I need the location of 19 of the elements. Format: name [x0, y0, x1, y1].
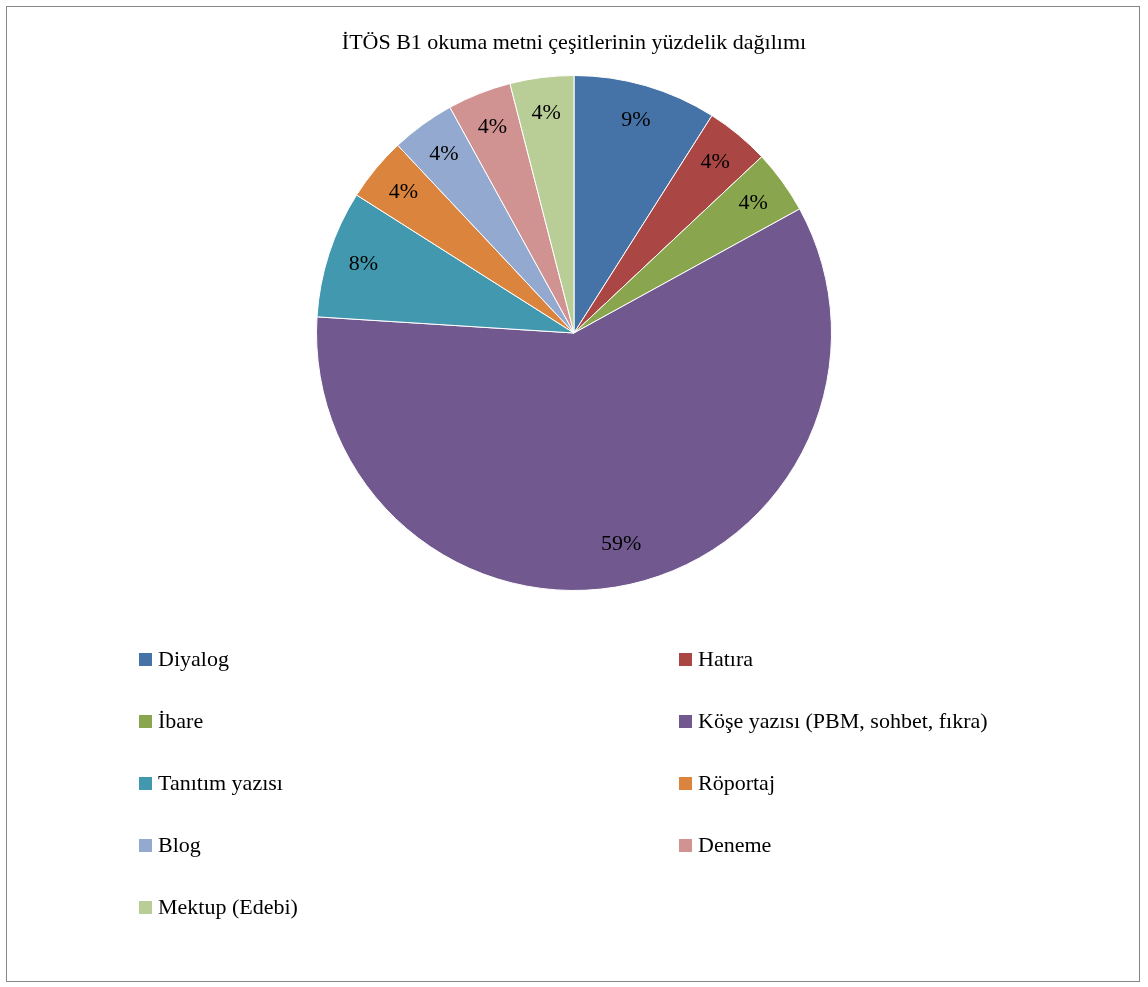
data-label: 4% [388, 177, 419, 203]
legend-label: Diyalog [158, 646, 229, 672]
legend-label: Röportaj [698, 770, 775, 796]
legend-label: Deneme [698, 832, 772, 858]
legend-label: Blog [158, 832, 201, 858]
data-label: 4% [738, 188, 768, 214]
data-label: 4% [477, 112, 508, 138]
data-label: 4% [531, 99, 561, 125]
data-label: 59% [601, 529, 642, 555]
legend-label: Tanıtım yazısı [158, 770, 283, 796]
data-label: 4% [700, 148, 730, 174]
legend-label: İbare [158, 708, 204, 734]
data-label: 9% [621, 106, 651, 132]
data-label: 8% [348, 250, 379, 276]
legend-label: Hatıra [698, 646, 753, 672]
legend-label: Köşe yazısı (PBM, sohbet, fıkra) [698, 708, 988, 734]
legend-label: Mektup (Edebi) [158, 894, 298, 920]
chart-title: İTÖS B1 okuma metni çeşitlerinin yüzdelik dağılımı [340, 29, 808, 55]
data-label: 4% [429, 139, 459, 165]
